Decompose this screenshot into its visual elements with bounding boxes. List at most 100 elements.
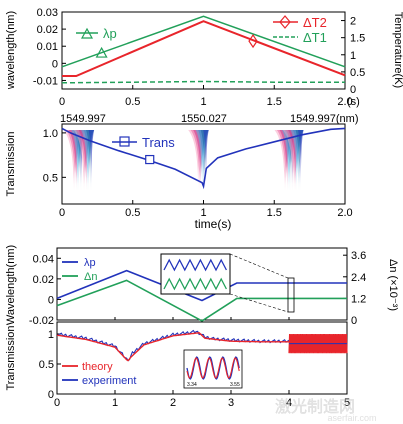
resonance-dip-3-5 (287, 130, 295, 190)
panel-1-y2tick-label-1: 1.5 (350, 33, 365, 45)
square-marker-icon (145, 154, 155, 165)
watermark-text: 激光制造网 (275, 398, 355, 416)
resonance-dip-1-3 (81, 130, 94, 190)
panel-1-y2tick-label-3: 0.5 (350, 67, 365, 79)
legend-label-dt2: ΔT2 (303, 15, 327, 30)
resonance-dip-1-2 (78, 130, 94, 190)
panel-1-y2tick-label-0: 2 (350, 16, 356, 28)
panel-2: 1.0 0.5 0 0.5 1 1.5 2.0 1549.997 1550.027 154… (5, 113, 359, 231)
watermark-url: aserfair.com (327, 413, 376, 423)
resonance-dip-3-1 (277, 130, 295, 190)
panel-4-xtick-label-5: 5 (344, 397, 350, 409)
panel-3-y2tick-label-3: 0 (351, 315, 357, 327)
wavelength-label-end: 1549.997(nm) (290, 113, 359, 125)
legend-label-theory: theory (82, 361, 113, 373)
panel-2-ticks (61, 132, 346, 204)
resonance-dip-3-4 (284, 130, 295, 190)
resonance-dip-2-6 (203, 130, 209, 190)
panel-1-ytick-label-0: 0.03 (37, 7, 58, 19)
inset-tick-end: 3.55 (230, 382, 240, 388)
inset-wave-theory (186, 357, 240, 379)
panel-1: 0.030.020.010-0.01 21.510.50 0 0.5 1 1.5 2.0… (5, 7, 403, 108)
panel-1-ytick-label-4: -0.01 (33, 75, 58, 87)
panel-4-ytick-label-2: 0 (48, 389, 54, 401)
resonance-dip-0-6 (78, 130, 85, 190)
panel-4-x-tick-labels: 0 1 2 3 4 5 (54, 397, 350, 409)
panel-1-series-0 (61, 15, 346, 68)
panel-1-series (61, 15, 346, 84)
panel-3-ylabel: Wavelength(nm) (5, 245, 17, 325)
panel-2-ytick-label-1: 0.5 (43, 172, 58, 184)
inset-wave-dn (163, 277, 227, 291)
panel-1-y2tick-label-4: 0 (350, 84, 356, 96)
panel-4-xtick-label-2: 2 (170, 397, 176, 409)
panel-2-xtick-label-1: 0.5 (125, 207, 140, 219)
panel-4-xtick-label-3: 3 (228, 397, 234, 409)
resonance-dip-2-5 (200, 130, 209, 190)
resonance-dip-1-6 (88, 130, 95, 190)
resonance-dip-1-5 (86, 130, 95, 190)
triangle-marker-icon (80, 27, 94, 39)
resonance-dip-0-0 (63, 130, 84, 190)
panel-4-xtick-label-4: 4 (286, 397, 292, 409)
resonance-dip-4-6 (297, 130, 304, 190)
panel-4-xtick-label-1: 1 (112, 397, 118, 409)
triangle-marker-icon (95, 46, 108, 58)
panel-4-ylabel: Transmission (5, 326, 17, 391)
panel-2-xtick-label-2: 1 (200, 207, 206, 219)
resonance-dip-2-2 (193, 130, 209, 190)
panel-1-series-1 (62, 20, 346, 77)
panel-3-y2-tick-labels: 3.6 2.4 1.2 0 (351, 250, 366, 327)
panel-2-resonance-dips (63, 130, 304, 190)
resonance-dip-4-3 (290, 130, 304, 190)
panel-1-ytick-label-3: 0 (52, 58, 58, 70)
panel-3-y-tick-labels: 0.04 0.02 0 -0.02 (29, 253, 54, 327)
panel-1-x-tick-labels: 0 0.5 1 1.5 2.0 (59, 96, 353, 108)
zoom-connector-bottom (229, 293, 289, 313)
panel-4-inset: 3.34 3.55 (183, 349, 243, 389)
panel-4-legend: theory experiment (62, 361, 136, 387)
inset-wave-lp (163, 258, 227, 272)
zoom-connector-top (229, 253, 289, 279)
resonance-dip-0-1 (66, 130, 84, 190)
diamond-marker-icon (279, 15, 291, 29)
resonance-dip-0-2 (68, 130, 84, 190)
resonance-dip-2-4 (198, 130, 209, 190)
panel-1-ytick-label-2: 0.01 (37, 41, 58, 53)
panel-4-series (56, 329, 348, 362)
panel-2-xtick-label-3: 1.5 (267, 207, 282, 219)
square-marker-icon (119, 136, 130, 147)
panel-4-frame (56, 321, 348, 395)
panel-1-ytick-label-1: 0.02 (37, 24, 58, 36)
panel-4-y-tick-labels: 10.50 (39, 329, 54, 401)
legend-label-lp: λp (103, 26, 117, 41)
resonance-dip-2-3 (195, 130, 209, 190)
panel-4-series-theory (56, 332, 289, 362)
panel-3-ytick-label-0: 0.04 (33, 253, 54, 265)
panel-1-legend-lp: λp (76, 26, 117, 41)
panel-2-xtick-label-4: 2.0 (337, 207, 352, 219)
diamond-marker-icon (248, 34, 258, 49)
legend-label-dt1: ΔT1 (303, 30, 327, 45)
resonance-dip-2-0 (188, 130, 209, 190)
panel-2-series (61, 127, 346, 190)
resonance-dip-4-1 (285, 130, 304, 190)
panel-2-series-0 (61, 127, 346, 190)
panel-4-ytick-label-0: 1 (48, 329, 54, 341)
panel-4-xtick-label-0: 0 (54, 397, 60, 409)
panel-3-ytick-label-1: 0.02 (33, 274, 54, 286)
resonance-dip-3-2 (279, 130, 295, 190)
panel-1-legend-dt2: ΔT2 (273, 15, 327, 30)
panel-1-ticks (61, 11, 346, 90)
panel-1-xtick-label-3: 1.5 (267, 96, 282, 108)
panel-3-series-1 (56, 279, 347, 322)
panel-1-legend-dt1: ΔT1 (273, 30, 327, 45)
panel-1-ylabel: wavelength(nm) (5, 11, 17, 90)
resonance-dip-4-0 (282, 130, 303, 190)
panel-1-series-2 (61, 80, 345, 84)
panel-2-ytick-label-0: 1.0 (43, 128, 58, 140)
panel-2-y-tick-labels: 1.0 0.5 (43, 128, 58, 184)
resonance-dip-1-1 (76, 130, 94, 190)
panel-2-ylabel: Transmission (5, 132, 17, 197)
